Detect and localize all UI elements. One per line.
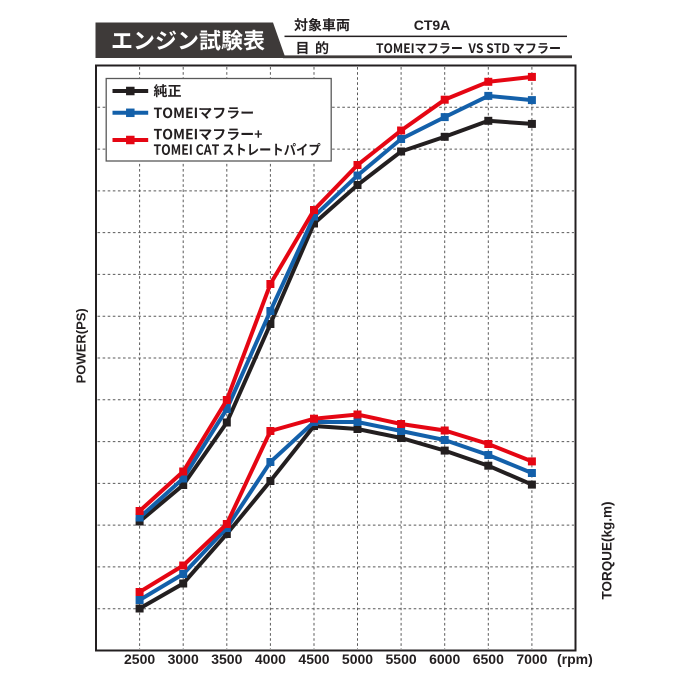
svg-text:3500: 3500 [211,651,242,667]
svg-text:6000: 6000 [429,651,460,667]
svg-text:4000: 4000 [255,651,286,667]
svg-text:4500: 4500 [298,651,329,667]
svg-text:5000: 5000 [342,651,373,667]
svg-text:TORQUE(kg.m): TORQUE(kg.m) [600,501,615,599]
svg-text:7000: 7000 [516,651,547,667]
svg-text:POWER(PS): POWER(PS) [74,308,89,383]
svg-text:CT9A: CT9A [414,17,451,33]
svg-text:5500: 5500 [386,651,417,667]
svg-text:2500: 2500 [124,651,155,667]
svg-text:3000: 3000 [168,651,199,667]
svg-text:(rpm): (rpm) [557,651,593,667]
svg-text:6500: 6500 [473,651,504,667]
